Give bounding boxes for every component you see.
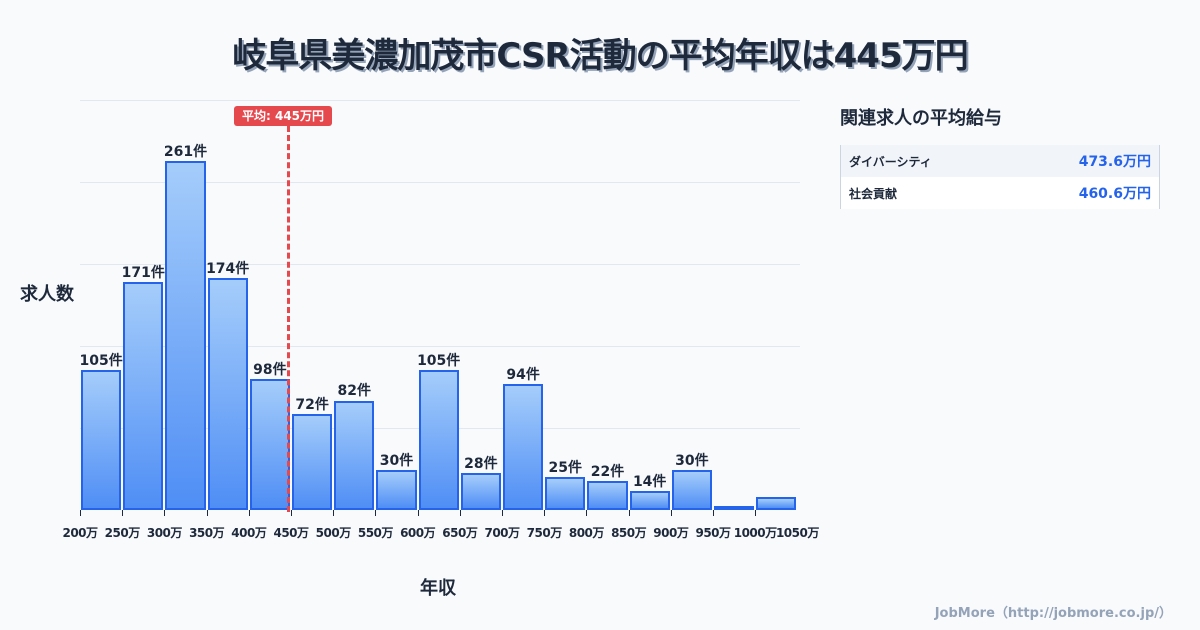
histogram-bar xyxy=(249,379,290,510)
bar-value-label: 30件 xyxy=(675,452,709,469)
histogram-bar xyxy=(292,413,333,510)
related-job-name: 社会貢献 xyxy=(849,186,898,201)
histogram-bar xyxy=(207,277,248,510)
histogram-bar xyxy=(123,281,164,510)
x-tick xyxy=(628,510,630,516)
histogram-bar xyxy=(714,506,755,510)
gridline xyxy=(80,100,800,101)
x-tick-label: 1050万 xyxy=(775,526,819,540)
bar-value-label: 14件 xyxy=(632,474,667,491)
related-job-name: ダイバーシティ xyxy=(849,154,932,169)
histogram-bar xyxy=(334,400,375,510)
x-tick xyxy=(459,510,461,516)
bar-value-label: 105件 xyxy=(79,352,123,369)
x-tick xyxy=(544,510,546,516)
x-tick-label: 550万 xyxy=(357,526,394,540)
bar-value-label: 94件 xyxy=(506,367,540,384)
x-axis-label: 年収 xyxy=(420,578,456,599)
x-tick-label: 850万 xyxy=(611,526,647,540)
bar-value-label: 25件 xyxy=(548,459,583,476)
histogram-bar xyxy=(671,469,712,510)
related-salary-table: ダイバーシティ 473.6万円 社会貢献 460.6万円 xyxy=(840,145,1160,209)
related-job-salary: 460.6万円 xyxy=(1078,186,1151,202)
x-tick-label: 950万 xyxy=(695,526,731,540)
bar-value-label: 98件 xyxy=(253,362,287,379)
x-tick-label: 750万 xyxy=(526,526,563,540)
x-tick-label: 500万 xyxy=(315,526,352,540)
x-tick-label: 600万 xyxy=(400,526,436,540)
x-tick-label: 800万 xyxy=(568,526,605,540)
x-tick-label: 1000万 xyxy=(733,526,777,540)
x-tick-label: 300万 xyxy=(146,526,183,540)
x-tick xyxy=(122,510,124,516)
x-tick xyxy=(713,510,714,516)
x-tick-label: 400万 xyxy=(231,526,267,540)
x-tick-label: 250万 xyxy=(104,526,141,540)
histogram-bar xyxy=(418,369,459,510)
histogram-bar xyxy=(376,469,417,510)
chart-title: 岐阜県美濃加茂市CSR活動の平均年収は445万円 xyxy=(232,36,968,76)
x-tick xyxy=(248,510,250,516)
bar-value-label: 22件 xyxy=(590,463,625,480)
related-job-salary: 473.6万円 xyxy=(1078,154,1151,170)
related-salary-title: 関連求人の平均給与 xyxy=(840,108,1002,129)
x-tick xyxy=(375,510,377,516)
bar-value-label: 30件 xyxy=(379,452,414,469)
histogram-bar xyxy=(629,491,670,510)
x-tick xyxy=(586,510,588,516)
x-tick xyxy=(670,510,672,516)
x-tick xyxy=(206,510,208,516)
bar-value-label: 28件 xyxy=(464,455,498,472)
y-axis-label: 求人数 xyxy=(20,284,74,305)
bar-value-label: 174件 xyxy=(206,260,250,277)
histogram-bar xyxy=(460,472,501,510)
bar-value-label: 82件 xyxy=(337,383,372,400)
x-tick-label: 900万 xyxy=(653,526,689,540)
x-tick xyxy=(164,510,166,516)
footer-credit: JobMore（http://jobmore.co.jp/） xyxy=(934,606,1172,621)
x-tick xyxy=(755,510,757,516)
histogram-bar xyxy=(756,496,797,510)
histogram-bar xyxy=(545,476,586,510)
x-tick-label: 350万 xyxy=(189,526,225,540)
x-tick xyxy=(80,510,81,516)
bar-value-label: 261件 xyxy=(163,144,208,161)
bar-value-label: 171件 xyxy=(121,264,165,281)
x-tick-label: 200万 xyxy=(62,526,98,540)
gridline xyxy=(80,264,800,265)
x-tick xyxy=(333,510,335,516)
histogram-bar xyxy=(165,161,206,510)
histogram-bar xyxy=(81,369,122,510)
gridline xyxy=(80,346,800,347)
x-tick-label: 700万 xyxy=(484,526,520,540)
gridline xyxy=(80,182,800,183)
average-badge: 平均: 445万円 xyxy=(234,106,333,126)
bar-value-label: 105件 xyxy=(417,352,461,369)
x-tick xyxy=(502,510,503,516)
x-tick-label: 450万 xyxy=(273,526,309,540)
x-tick xyxy=(417,510,419,516)
histogram-plot-area: 105件 171件 261件 174件 98件 72件 82件 30件 105件 28件 94件 25… xyxy=(79,100,800,510)
bar-value-label: 72件 xyxy=(295,396,329,413)
histogram-bar xyxy=(503,384,544,510)
average-line xyxy=(287,126,290,512)
histogram-bar xyxy=(587,480,628,510)
x-tick-label: 650万 xyxy=(442,526,478,540)
related-salary-row: ダイバーシティ 473.6万円 xyxy=(841,145,1159,177)
related-salary-row: 社会貢献 460.6万円 xyxy=(841,177,1159,209)
x-tick xyxy=(291,510,292,516)
